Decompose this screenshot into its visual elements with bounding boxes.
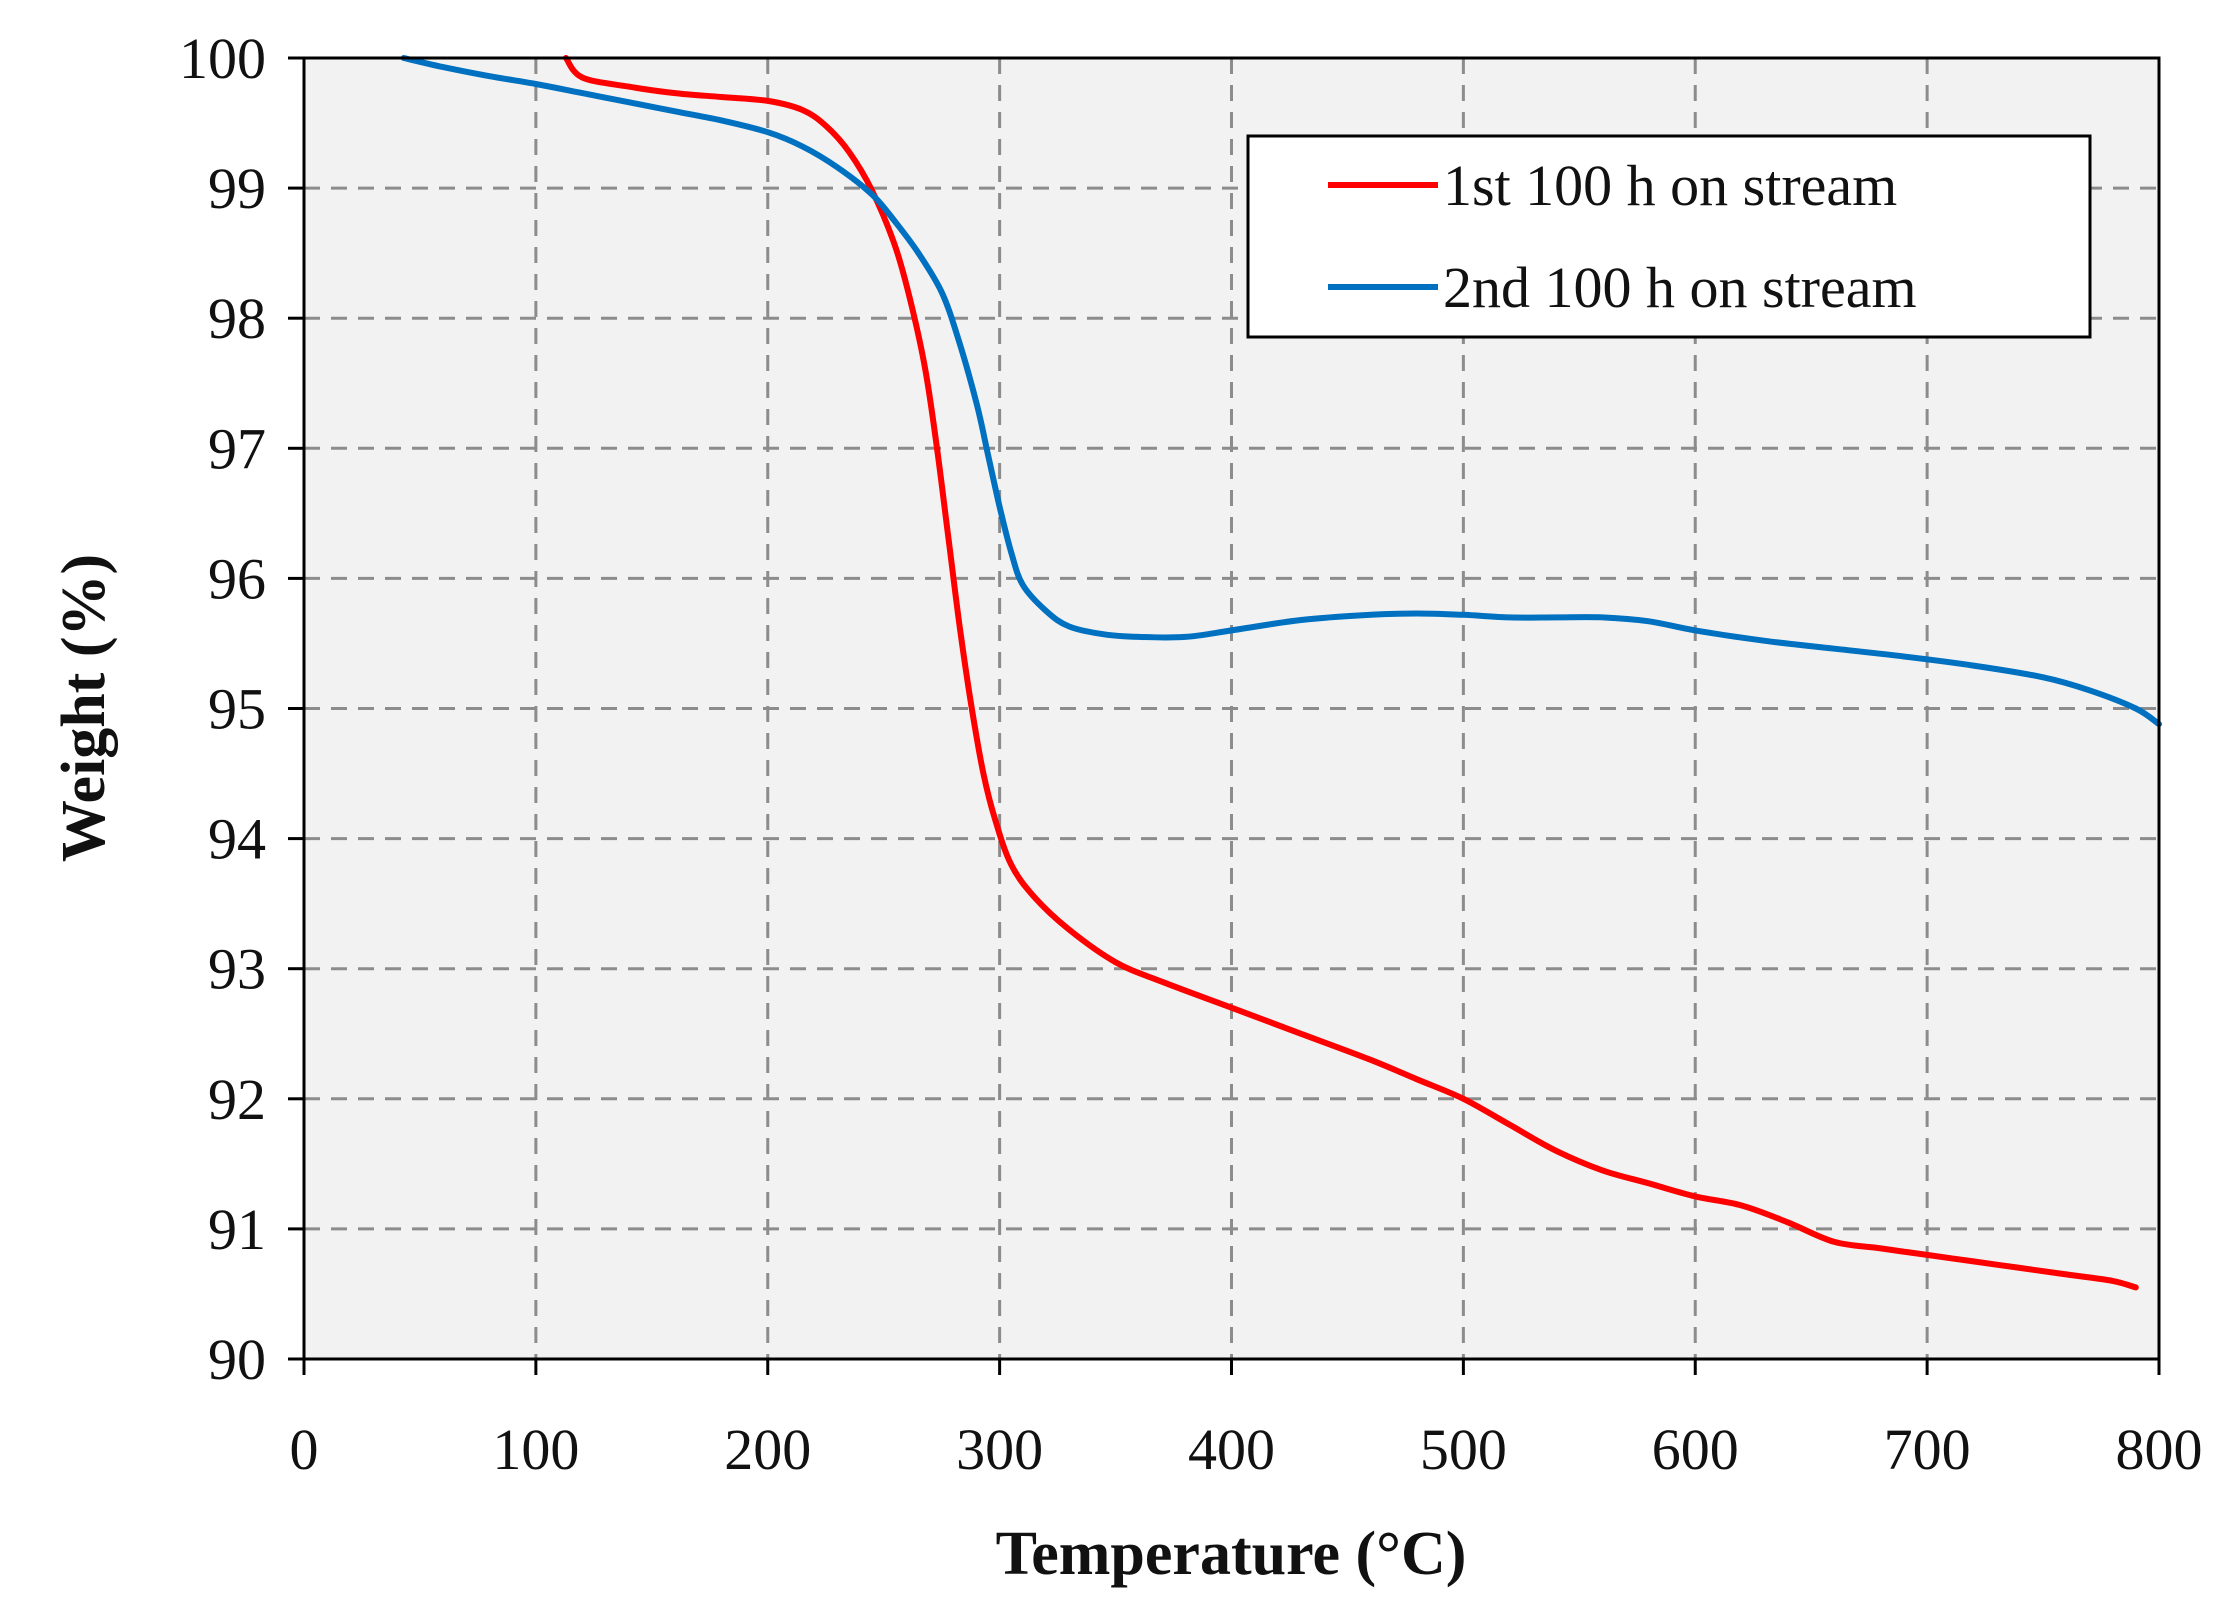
y-tick-label: 100 xyxy=(179,26,266,91)
x-tick-label: 600 xyxy=(1652,1417,1739,1482)
legend: 1st 100 h on stream 2nd 100 h on stream xyxy=(1246,134,2092,339)
x-tick-label: 100 xyxy=(492,1417,579,1482)
y-tick-label: 97 xyxy=(208,416,266,481)
x-axis-title: Temperature (°C) xyxy=(996,1520,1467,1588)
y-tick-label: 93 xyxy=(208,937,266,1002)
y-tick-label: 95 xyxy=(208,677,266,742)
x-tick-label: 300 xyxy=(956,1417,1043,1482)
y-axis-title: Weight (%) xyxy=(50,554,118,862)
x-tick-label: 200 xyxy=(724,1417,811,1482)
y-tick-label: 94 xyxy=(208,807,266,872)
y-tick-label: 91 xyxy=(208,1197,266,1262)
x-tick-label: 0 xyxy=(290,1417,319,1482)
legend-label-2nd: 2nd 100 h on stream xyxy=(1443,255,1917,320)
y-tick-label: 98 xyxy=(208,286,266,351)
y-tick-label: 99 xyxy=(208,156,266,221)
legend-box xyxy=(1246,134,2092,339)
axis-layer: 0 100 200 300 400 500 600 700 800 90 91 92 93 94 95 96 9… xyxy=(179,26,2203,1482)
legend-label-1st: 1st 100 h on stream xyxy=(1443,153,1897,218)
x-tick-label: 800 xyxy=(2116,1417,2203,1482)
y-tick-label: 90 xyxy=(208,1327,266,1392)
series-line-1st-100h xyxy=(563,55,2139,1291)
x-tick-label: 700 xyxy=(1884,1417,1971,1482)
series-layer xyxy=(400,55,2162,1291)
series-line-2nd-100h xyxy=(400,55,2162,728)
y-tick-label: 92 xyxy=(208,1067,266,1132)
x-tick-label: 400 xyxy=(1188,1417,1275,1482)
grid-layer xyxy=(304,58,2159,1359)
x-tick-label: 500 xyxy=(1420,1417,1507,1482)
y-tick-label: 96 xyxy=(208,546,266,611)
